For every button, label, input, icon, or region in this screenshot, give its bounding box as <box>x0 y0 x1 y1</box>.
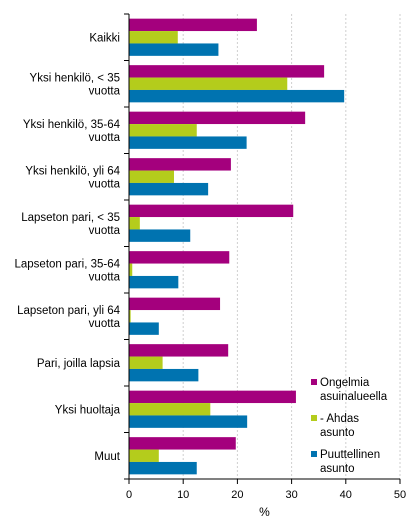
category-labels: Kaikki Yksi henkilö, < 35 vuotta Yksi henki… <box>15 32 121 463</box>
bar-3-5 <box>129 229 191 242</box>
bar-1-2 <box>129 65 325 78</box>
legend-swatch <box>311 415 317 421</box>
legend-swatch <box>311 379 317 385</box>
category-label: Lapseton pari, yli 64 vuotta <box>17 305 121 330</box>
legend: Ongelmia asuinalueella - Ahdas asunto Puutte… <box>311 377 388 475</box>
x-tick-label: 0 <box>126 489 132 501</box>
category-label: Yksi henkilö, < 35 vuotta <box>30 72 121 97</box>
category-label: Pari, joilla lapsia <box>37 358 121 370</box>
bar-3-1 <box>129 43 219 56</box>
category-label: Lapseton pari, 35-64 vuotta <box>15 258 121 283</box>
bar-1-4 <box>129 158 231 171</box>
category-label: Lapseton pari, < 35 vuotta <box>21 212 120 237</box>
bar-3-4 <box>129 182 209 196</box>
bar-1-9 <box>129 390 296 404</box>
bar-3-8 <box>129 368 199 382</box>
bar-2-8 <box>129 356 163 369</box>
bar-2-6 <box>129 263 133 276</box>
bar-2-4 <box>129 170 174 183</box>
category-label: Yksi huoltaja <box>55 404 121 416</box>
category-label: Kaikki <box>89 32 120 44</box>
bar-3-3 <box>129 136 247 149</box>
bar-2-3 <box>129 124 197 137</box>
bar-2-7 <box>129 310 131 323</box>
bar-2-2 <box>129 77 288 90</box>
bar-1-7 <box>129 297 221 311</box>
bar-3-7 <box>129 322 159 335</box>
bar-3-6 <box>129 275 179 289</box>
bar-1-10 <box>129 437 236 450</box>
x-axis: 0 10 20 30 40 50 <box>124 13 406 501</box>
bar-2-1 <box>129 31 178 44</box>
bar-3-10 <box>129 461 197 475</box>
bars <box>129 18 345 475</box>
category-label: Muut <box>94 451 120 463</box>
x-tick-label: 10 <box>177 489 189 501</box>
bar-3-9 <box>129 415 248 428</box>
bar-2-9 <box>129 403 211 416</box>
bar-1-8 <box>129 344 229 357</box>
x-tick-label: 20 <box>231 489 243 501</box>
x-axis-label: % <box>259 505 270 519</box>
legend-label: Ongelmia asuinalueella <box>320 377 388 403</box>
x-tick-label: 50 <box>394 489 406 501</box>
x-tick-label: 40 <box>340 489 352 501</box>
bar-1-6 <box>129 251 230 264</box>
bar-1-5 <box>129 204 294 218</box>
x-tick-label: 30 <box>285 489 297 501</box>
legend-label: Puuttellinen asunto <box>320 449 380 475</box>
category-label: Yksi henkilö, 35-64 vuotta <box>23 119 121 144</box>
bar-2-10 <box>129 449 159 462</box>
bar-1-3 <box>129 111 306 125</box>
legend-swatch <box>311 451 317 457</box>
bar-3-2 <box>129 89 345 103</box>
category-label: Yksi henkilö, yli 64 vuotta <box>25 165 120 190</box>
bar-2-5 <box>129 217 140 230</box>
bar-1-1 <box>129 18 257 32</box>
legend-label: - Ahdas asunto <box>320 413 359 439</box>
